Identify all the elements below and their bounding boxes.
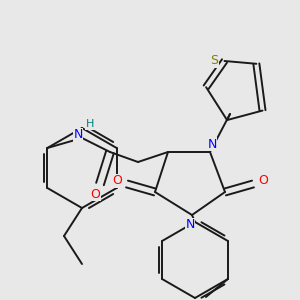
Text: N: N [207,137,217,151]
Text: S: S [211,55,218,68]
Text: N: N [185,218,195,232]
Text: N: N [73,128,83,142]
Text: O: O [258,175,268,188]
Text: O: O [90,188,100,200]
Text: O: O [112,175,122,188]
Text: H: H [86,119,94,129]
